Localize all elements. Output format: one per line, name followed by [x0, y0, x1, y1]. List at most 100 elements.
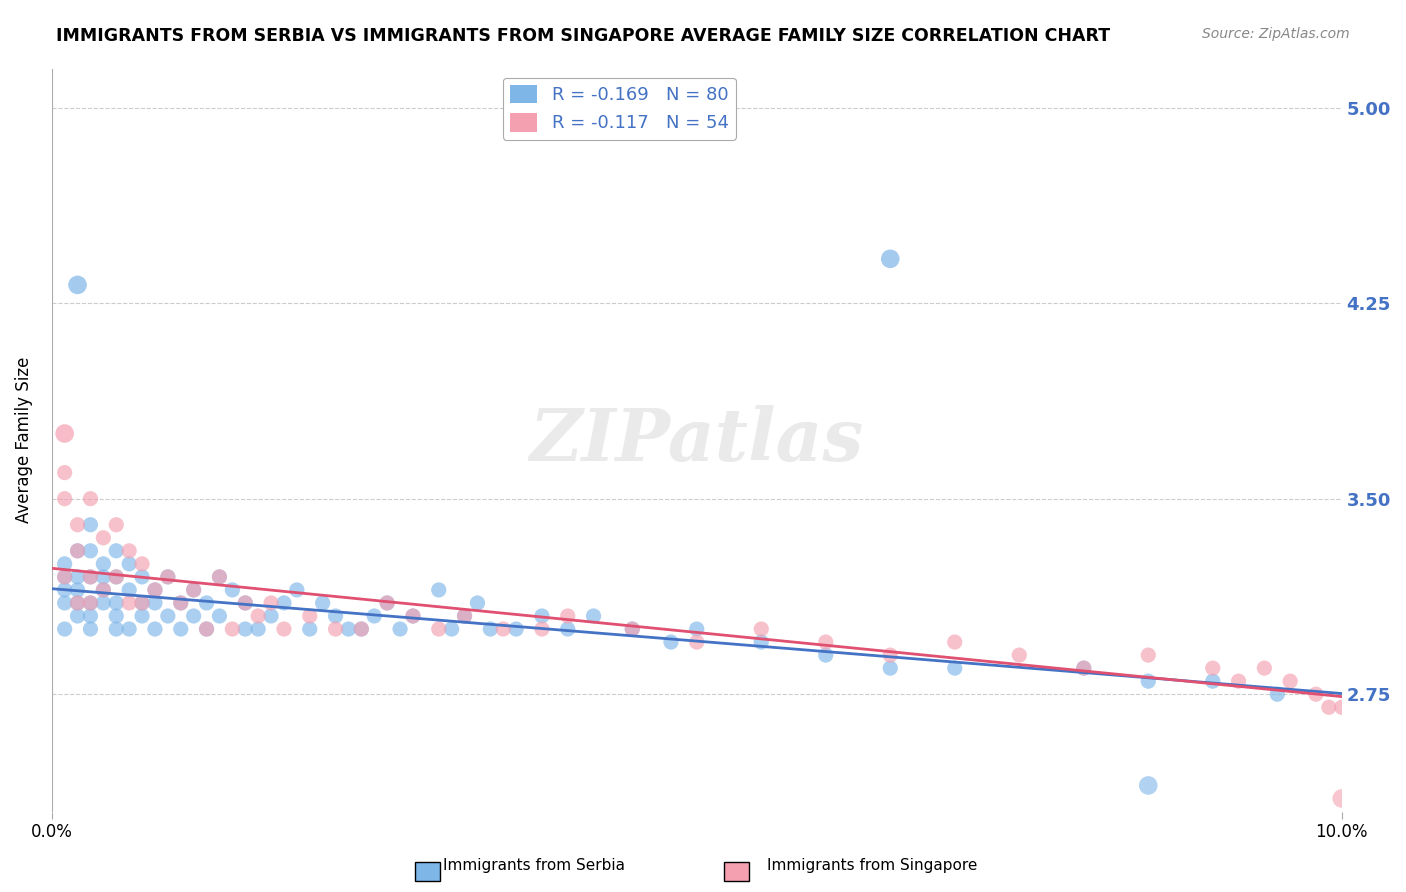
Point [195, 622, 218, 636]
Point [79, 517, 101, 532]
Point [53, 491, 76, 506]
Point [143, 582, 166, 597]
Point [879, 661, 901, 675]
Point [66, 596, 89, 610]
Text: Immigrants from Serbia: Immigrants from Serbia [443, 858, 626, 872]
Point [943, 635, 966, 649]
Point [453, 609, 475, 624]
Point [1317, 700, 1340, 714]
Point [195, 596, 218, 610]
Point [453, 609, 475, 624]
Point [1330, 700, 1353, 714]
Point [686, 635, 709, 649]
Point [375, 596, 398, 610]
Point [325, 622, 347, 636]
Text: Source: ZipAtlas.com: Source: ZipAtlas.com [1202, 27, 1350, 41]
Point [389, 622, 412, 636]
Point [233, 596, 256, 610]
Point [79, 570, 101, 584]
Point [1137, 779, 1160, 793]
Point [105, 596, 128, 610]
Point [66, 277, 89, 292]
Point [53, 466, 76, 480]
Point [337, 622, 360, 636]
Point [557, 609, 579, 624]
Point [66, 596, 89, 610]
Point [1265, 687, 1288, 701]
Point [118, 544, 141, 558]
Point [53, 570, 76, 584]
Point [105, 570, 128, 584]
Point [505, 622, 527, 636]
Point [325, 609, 347, 624]
Point [79, 596, 101, 610]
Point [1137, 674, 1160, 689]
Point [440, 622, 463, 636]
Point [105, 544, 128, 558]
Point [621, 622, 644, 636]
Point [66, 582, 89, 597]
Point [53, 570, 76, 584]
Point [1305, 687, 1327, 701]
Point [363, 609, 385, 624]
Point [79, 596, 101, 610]
Point [53, 426, 76, 441]
Point [156, 609, 179, 624]
Point [427, 582, 450, 597]
Point [247, 622, 270, 636]
Point [582, 609, 605, 624]
Point [118, 596, 141, 610]
Point [118, 622, 141, 636]
Point [105, 517, 128, 532]
Point [131, 596, 153, 610]
Point [427, 622, 450, 636]
Point [350, 622, 373, 636]
Text: ZIPatlas: ZIPatlas [530, 404, 863, 475]
Point [1330, 791, 1353, 805]
Point [66, 544, 89, 558]
Point [131, 557, 153, 571]
Point [530, 622, 553, 636]
Point [686, 622, 709, 636]
Point [1227, 674, 1250, 689]
Point [233, 622, 256, 636]
Text: Immigrants from Singapore: Immigrants from Singapore [766, 858, 977, 872]
Point [79, 622, 101, 636]
Point [492, 622, 515, 636]
Point [1279, 674, 1302, 689]
Point [66, 609, 89, 624]
Point [66, 544, 89, 558]
Point [311, 596, 333, 610]
Point [93, 596, 115, 610]
Point [79, 544, 101, 558]
Point [143, 582, 166, 597]
Point [557, 622, 579, 636]
Point [93, 582, 115, 597]
Point [105, 622, 128, 636]
Point [79, 570, 101, 584]
Point [131, 609, 153, 624]
Legend: R = -0.169   N = 80, R = -0.117   N = 54: R = -0.169 N = 80, R = -0.117 N = 54 [503, 78, 735, 140]
Point [467, 596, 489, 610]
Point [1202, 674, 1225, 689]
Point [221, 582, 243, 597]
Point [93, 531, 115, 545]
Point [170, 596, 193, 610]
Point [749, 622, 772, 636]
Point [814, 635, 837, 649]
Point [814, 648, 837, 662]
Point [53, 557, 76, 571]
Point [298, 622, 321, 636]
Point [273, 622, 295, 636]
Point [233, 596, 256, 610]
Point [170, 596, 193, 610]
Point [285, 582, 308, 597]
Point [183, 609, 205, 624]
Point [66, 517, 89, 532]
Point [79, 609, 101, 624]
Y-axis label: Average Family Size: Average Family Size [15, 357, 32, 524]
Point [208, 570, 231, 584]
Point [749, 635, 772, 649]
Point [156, 570, 179, 584]
Point [530, 609, 553, 624]
